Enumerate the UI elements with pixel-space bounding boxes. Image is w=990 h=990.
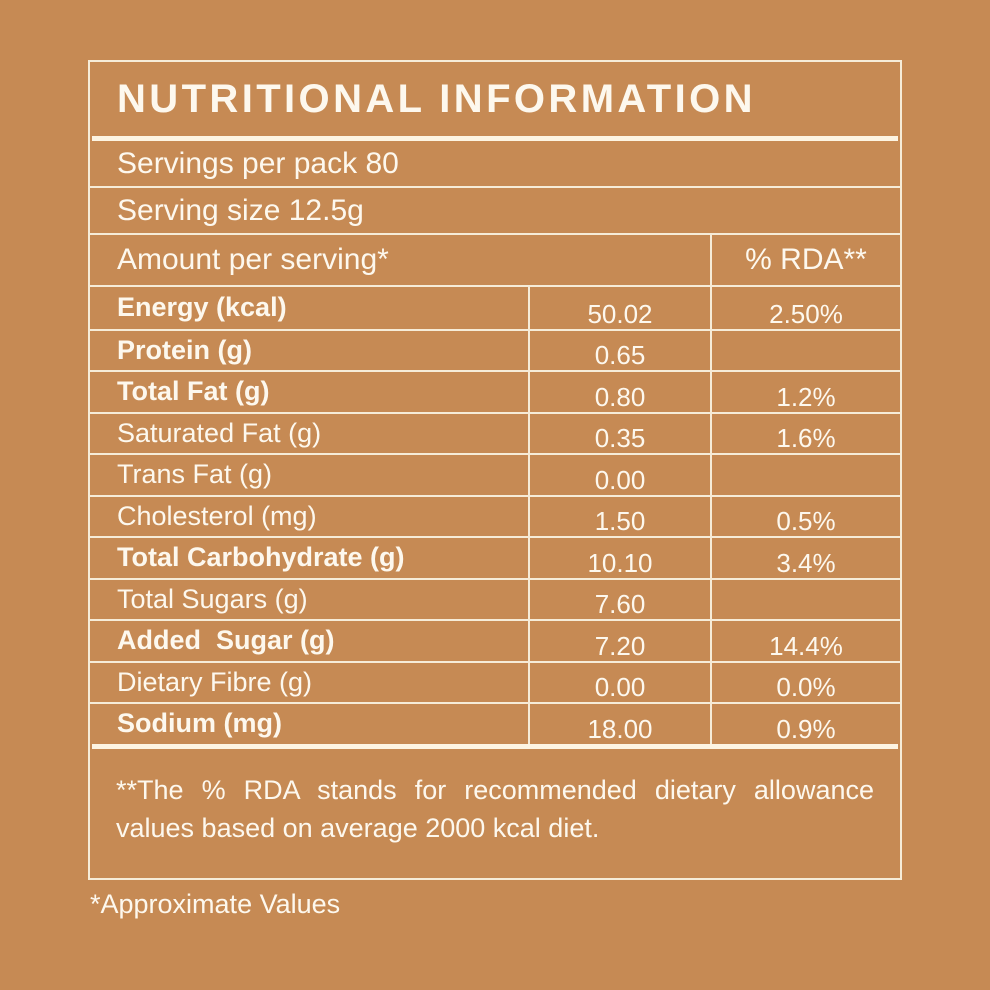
nutrient-amount-cell: 7.20 (528, 621, 710, 661)
title-divider (92, 136, 898, 141)
panel-title-row: NUTRITIONAL INFORMATION (90, 62, 900, 136)
nutrient-amount-cell: 0.00 (528, 455, 710, 495)
nutrient-name: Total Fat (g) (117, 376, 270, 407)
nutrient-amount: 10.10 (587, 547, 653, 578)
table-bottom-divider (92, 743, 898, 749)
header-divider (90, 285, 900, 287)
nutrient-name-cell: Saturated Fat (g) (90, 414, 528, 454)
nutrient-amount-cell: 1.50 (528, 496, 710, 536)
nutrient-name-cell: Energy (kcal) (90, 287, 528, 329)
rda-header: % RDA** (745, 243, 867, 276)
nutrient-amount: 50.02 (587, 298, 653, 329)
page-title: NUTRITIONAL INFORMATION (117, 77, 756, 121)
footnote-block: **The % RDA stands for recommended dieta… (90, 749, 900, 848)
nutrient-name: Total Carbohydrate (g) (117, 542, 405, 573)
nutrient-rda-cell: 0.5% (710, 496, 900, 536)
table-row: Protein (g) 0.65 (90, 328, 900, 371)
nutrient-amount: 0.65 (594, 340, 646, 370)
nutrient-name: Trans Fat (g) (117, 459, 273, 490)
nutrient-name-cell: Trans Fat (g) (90, 455, 528, 495)
nutrient-rda: 1.6% (776, 423, 836, 453)
nutrient-amount: 18.00 (587, 713, 653, 744)
amount-per-serving-header-cell: Amount per serving* (90, 235, 710, 285)
table-row: Total Carbohydrate (g) 10.10 3.4% (90, 536, 900, 578)
nutrient-name-cell: Added Sugar (g) (90, 621, 528, 661)
nutrient-name: Protein (g) (117, 334, 252, 365)
table-row: Cholesterol (mg) 1.50 0.5% (90, 494, 900, 537)
nutrient-name: Sodium (mg) (117, 708, 282, 739)
nutrient-rda-cell (710, 455, 900, 495)
nutrient-rda: 3.4% (776, 547, 836, 578)
rda-header-cell: % RDA** (710, 235, 900, 285)
table-row: Saturated Fat (g) 0.35 1.6% (90, 411, 900, 454)
amount-per-serving-header: Amount per serving* (117, 243, 389, 276)
nutrient-amount: 0.00 (594, 464, 646, 495)
nutrient-rda: 1.2% (776, 381, 836, 412)
table-row: Trans Fat (g) 0.00 (90, 453, 900, 495)
nutrient-rda-cell (710, 579, 900, 619)
nutrient-amount-cell: 18.00 (528, 704, 710, 744)
nutrient-amount: 7.20 (594, 630, 646, 661)
table-row: Sodium (mg) 18.00 0.9% (90, 702, 900, 744)
servings-per-pack-text: Servings per pack 80 (117, 146, 399, 180)
nutrient-rda-cell: 0.9% (710, 704, 900, 744)
table-row: Dietary Fibre (g) 0.00 0.0% (90, 660, 900, 703)
nutrient-amount: 0.00 (594, 672, 646, 702)
serving-size-divider (90, 233, 900, 235)
nutrient-rda-cell: 0.0% (710, 662, 900, 702)
nutrient-rda-cell: 1.2% (710, 372, 900, 412)
rda-footnote: **The % RDA stands for recommended dieta… (116, 774, 874, 843)
nutrient-table: Energy (kcal) 50.02 2.50% Protein (g) 0.65 To… (90, 287, 900, 744)
nutrient-amount-cell: 10.10 (528, 538, 710, 578)
nutrient-amount: 7.60 (594, 589, 646, 619)
nutrient-name: Energy (kcal) (117, 292, 287, 323)
nutrient-amount: 0.35 (594, 423, 646, 453)
nutrient-rda-cell: 1.6% (710, 413, 900, 453)
servings-divider (90, 186, 900, 188)
nutrient-name: Total Sugars (g) (117, 583, 308, 614)
nutrient-amount: 1.50 (594, 506, 646, 536)
nutrient-amount-cell: 7.60 (528, 579, 710, 619)
nutrient-name-cell: Sodium (mg) (90, 704, 528, 744)
nutrient-name-cell: Protein (g) (90, 331, 528, 371)
nutrient-rda: 0.5% (776, 506, 836, 536)
nutrient-amount: 0.80 (594, 381, 646, 412)
nutrient-amount-cell: 0.35 (528, 413, 710, 453)
table-row: Total Fat (g) 0.80 1.2% (90, 370, 900, 412)
nutrient-rda: 14.4% (769, 630, 843, 661)
nutrient-amount-cell: 0.80 (528, 372, 710, 412)
servings-per-pack-row: Servings per pack 80 (90, 141, 900, 186)
nutrient-rda: 2.50% (769, 298, 843, 329)
table-row: Total Sugars (g) 7.60 (90, 577, 900, 620)
nutrient-amount-cell: 0.00 (528, 662, 710, 702)
nutrient-rda: 0.0% (776, 672, 836, 702)
table-row: Energy (kcal) 50.02 2.50% (90, 287, 900, 329)
nutrient-name: Added Sugar (g) (117, 625, 335, 656)
nutrient-name: Cholesterol (mg) (117, 500, 317, 531)
nutrient-rda-cell (710, 330, 900, 370)
serving-size-row: Serving size 12.5g (90, 188, 900, 233)
serving-size-text: Serving size 12.5g (117, 193, 364, 227)
nutrient-name-cell: Total Fat (g) (90, 372, 528, 412)
nutrient-name-cell: Total Carbohydrate (g) (90, 538, 528, 578)
nutrient-name-cell: Dietary Fibre (g) (90, 663, 528, 703)
nutrient-rda-cell: 14.4% (710, 621, 900, 661)
nutrient-name: Dietary Fibre (g) (117, 666, 313, 697)
nutrient-rda-cell: 3.4% (710, 538, 900, 578)
nutrient-rda-cell: 2.50% (710, 287, 900, 329)
nutrition-panel: NUTRITIONAL INFORMATION Servings per pac… (88, 60, 902, 880)
approximate-values-note: *Approximate Values (90, 889, 341, 919)
nutrient-rda: 0.9% (776, 713, 836, 744)
nutrient-name-cell: Total Sugars (g) (90, 580, 528, 620)
table-column-header-row: Amount per serving* % RDA** (90, 235, 900, 285)
nutrient-amount-cell: 50.02 (528, 287, 710, 329)
nutrient-amount-cell: 0.65 (528, 330, 710, 370)
table-row: Added Sugar (g) 7.20 14.4% (90, 619, 900, 661)
nutrient-name-cell: Cholesterol (mg) (90, 497, 528, 537)
nutrient-name: Saturated Fat (g) (117, 417, 322, 448)
